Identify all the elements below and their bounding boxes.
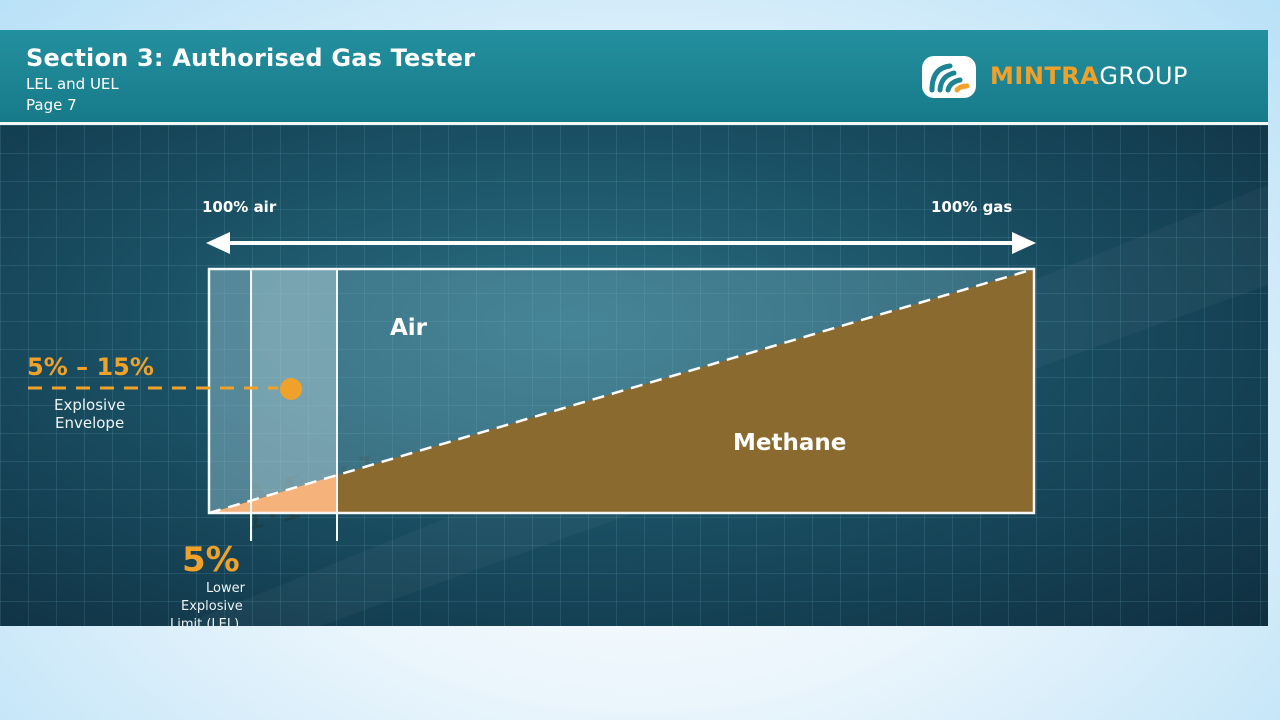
envelope-range-label: 5% – 15% bbox=[27, 353, 154, 381]
slide: Section 3: Authorised Gas Tester LEL and… bbox=[0, 30, 1268, 626]
methane-label: Methane bbox=[733, 430, 847, 456]
mixture-boundary-line bbox=[208, 267, 1035, 515]
logo-text-mintra: MINTRA bbox=[990, 62, 1100, 90]
envelope-caption-line2: Envelope bbox=[55, 414, 125, 432]
left-band bbox=[209, 269, 251, 513]
page-number: Page 7 bbox=[26, 96, 77, 114]
logo-text-group: GROUP bbox=[1099, 62, 1189, 90]
arrow-right-icon bbox=[1012, 232, 1036, 254]
diagram-frame bbox=[207, 267, 1036, 515]
diagram-area: Methane CH₄ bbox=[0, 125, 1268, 626]
slide-header: Section 3: Authorised Gas Tester LEL and… bbox=[0, 30, 1268, 122]
envelope-caption-line1: Explosive bbox=[54, 396, 126, 414]
air-label: Air bbox=[390, 315, 428, 341]
mintra-logo-icon bbox=[922, 56, 976, 98]
arrow-left-icon bbox=[206, 232, 230, 254]
lel-caption-line2: Explosive bbox=[181, 599, 243, 614]
mintra-logo: MINTRAGROUP bbox=[920, 54, 1240, 100]
header-divider bbox=[0, 122, 1268, 125]
envelope-marker bbox=[280, 378, 302, 400]
right-axis-label: 100% gas bbox=[931, 198, 1013, 216]
lel-highlight bbox=[209, 475, 337, 513]
lel-caption-line3: Limit (LEL) bbox=[170, 617, 240, 626]
lel-value: 5% bbox=[182, 540, 240, 580]
slide-subtitle: LEL and UEL bbox=[26, 75, 119, 93]
left-axis-label: 100% air bbox=[202, 198, 277, 216]
lel-caption-line1: Lower bbox=[206, 581, 245, 596]
background-grid bbox=[0, 125, 1268, 626]
slide-title: Section 3: Authorised Gas Tester bbox=[26, 44, 476, 72]
explosive-range-diagram: Methane CH₄ bbox=[28, 232, 1036, 544]
logo-wordmark: MINTRAGROUP bbox=[990, 62, 1188, 90]
